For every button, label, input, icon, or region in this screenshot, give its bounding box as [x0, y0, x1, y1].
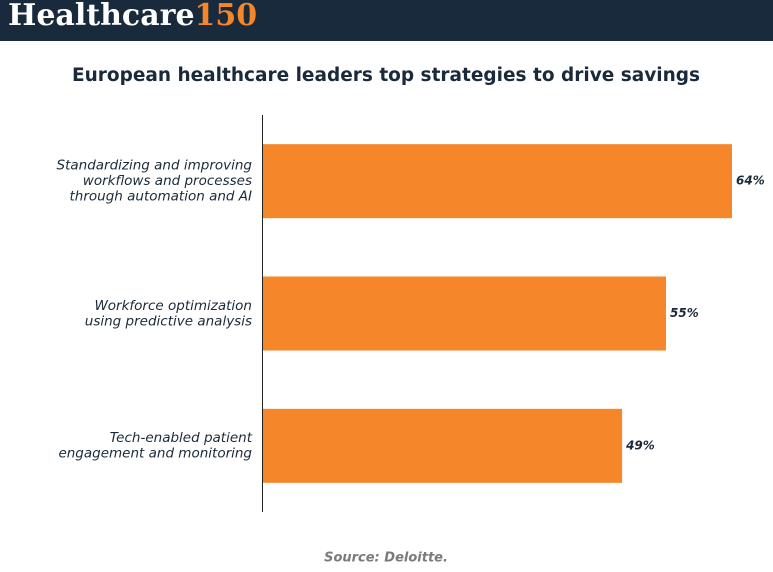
brand: Healthcare150: [8, 0, 257, 33]
category-label: through automation and AI: [70, 189, 253, 205]
bar: [263, 276, 667, 351]
header-band: [0, 0, 773, 41]
value-label: 64%: [736, 174, 765, 188]
bar: [263, 144, 732, 219]
category-label: Tech-enabled patient: [110, 430, 253, 446]
chart-title: European healthcare leaders top strategi…: [72, 65, 700, 86]
bar: [263, 408, 623, 483]
source: Source: Deloitte.: [324, 551, 448, 566]
value-label: 55%: [670, 306, 699, 320]
category-label: workflows and processes: [83, 173, 252, 189]
category-label: engagement and monitoring: [58, 446, 252, 462]
category-label: Standardizing and improving: [57, 158, 253, 174]
value-label: 49%: [625, 438, 655, 452]
brand-number: 150: [195, 0, 258, 33]
category-label: Workforce optimization: [94, 298, 252, 314]
category-label: using predictive analysis: [85, 313, 252, 329]
brand-name: Healthcare: [8, 0, 195, 33]
